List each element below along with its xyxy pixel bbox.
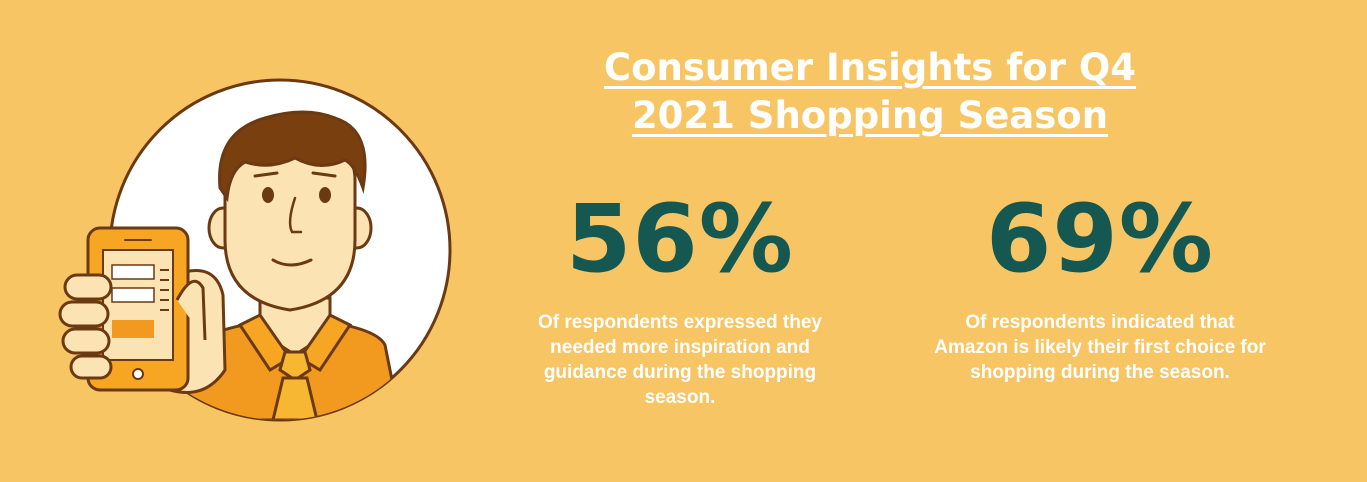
title-line-2: 2021 Shopping Season (631, 94, 1109, 137)
stat-value: 56% (566, 185, 794, 294)
man-holding-phone-icon (58, 78, 452, 422)
stat-block-inspiration: 56% Of respondents expressed they needed… (490, 190, 870, 410)
man-figure (173, 296, 402, 420)
title-line-1: Consumer Insights for Q4 (603, 46, 1137, 89)
stat-value: 69% (986, 185, 1214, 294)
hand-fingers (58, 273, 207, 380)
page-title: Consumer Insights for Q4 2021 Shopping S… (560, 44, 1180, 140)
stat-description: Of respondents expressed they needed mor… (537, 312, 823, 408)
stat-description: Of respondents indicated that Amazon is … (934, 312, 1266, 383)
phone-icon (86, 226, 190, 392)
stat-block-amazon: 69% Of respondents indicated that Amazon… (910, 190, 1290, 385)
